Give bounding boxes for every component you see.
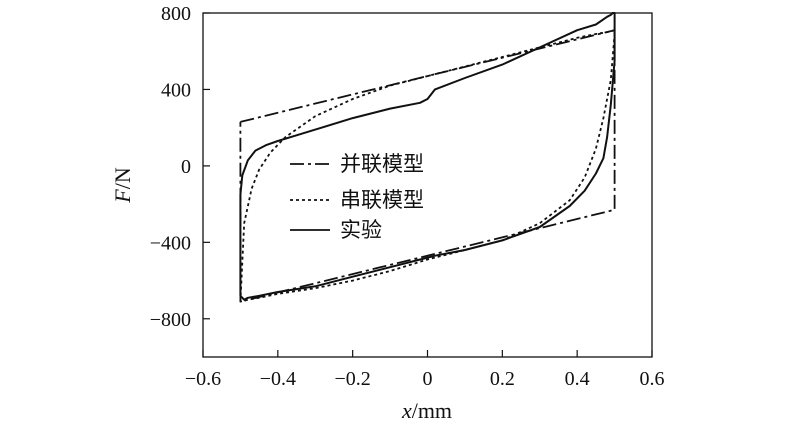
x-tick-label: 0.2 [490, 368, 515, 390]
series-layer [239, 12, 616, 303]
y-tick-label: 800 [161, 3, 191, 25]
x-axis-label: x/mm [401, 398, 452, 423]
legend: 并联模型 串联模型 实验 [290, 152, 424, 242]
axis-ticks: −0.6 −0.4 −0.2 0 0.2 0.4 0.6 800 400 0 −400 −800 [150, 3, 665, 390]
series-line-series-model [239, 29, 616, 303]
x-tick-label: 0.6 [640, 368, 665, 390]
y-tick-label: 0 [181, 156, 191, 178]
legend-label-parallel: 并联模型 [340, 152, 424, 176]
plot-frame [202, 12, 653, 358]
y-axis-label-unit: /N [110, 167, 135, 189]
x-tick-label: 0.4 [565, 368, 590, 390]
x-tick-label: 0 [423, 368, 433, 390]
legend-label-experiment: 实验 [340, 218, 382, 242]
y-axis-label-var: F [110, 189, 135, 204]
x-tick-label: −0.2 [335, 368, 371, 390]
x-tick-label: −0.4 [260, 368, 296, 390]
x-tick-label: −0.6 [185, 368, 221, 390]
y-tick-label: 400 [161, 79, 191, 101]
y-tick-label: −400 [150, 232, 191, 254]
x-axis-label-unit: /mm [412, 398, 452, 423]
y-tick-label: −800 [150, 309, 191, 331]
y-axis-label: F/N [110, 167, 135, 204]
legend-label-series: 串联模型 [340, 188, 424, 212]
x-axis-label-var: x [401, 398, 412, 423]
series-line-parallel-model [239, 29, 616, 303]
series-line-experiment [239, 12, 616, 301]
